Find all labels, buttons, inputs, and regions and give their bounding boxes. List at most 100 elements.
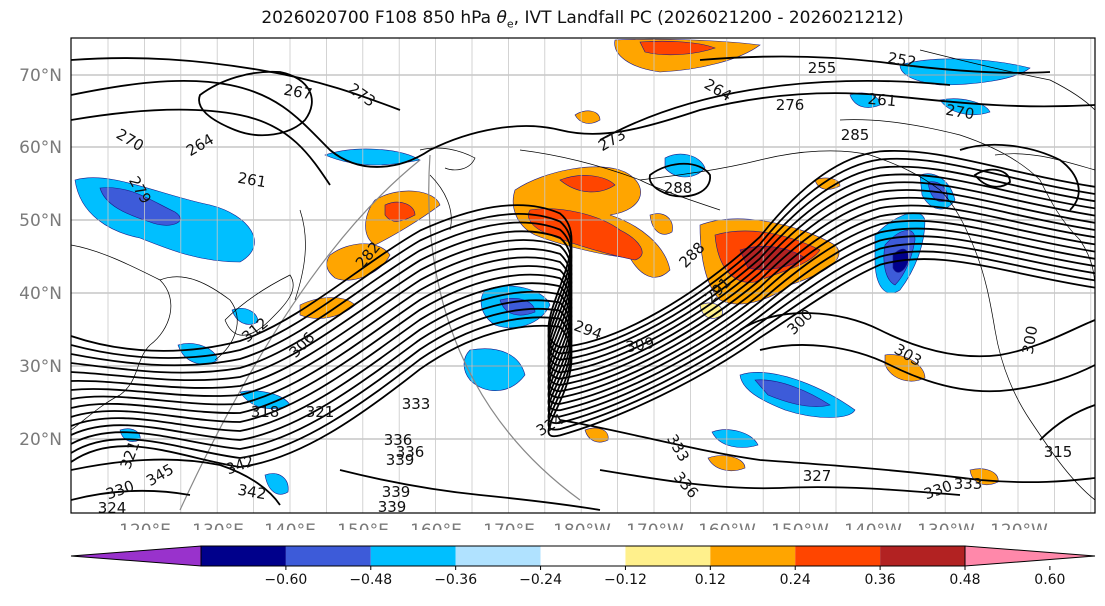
colorbar-tick-label: −0.24 [519,572,562,588]
lon-label: 150°W [771,521,829,530]
domain-outline [179,159,421,511]
coastline [919,49,1095,111]
contour-label-text: 321 [306,403,335,421]
coastlines [71,49,1095,511]
contour-label-text: 324 [98,499,127,517]
theta-e-contour [339,469,601,511]
contour-label-text: 339 [386,451,415,469]
theta-e-contours [71,55,1095,511]
contour-label-text: 342 [236,481,267,504]
contour-label: 270 [944,101,975,124]
lon-label: 140°E [264,521,316,530]
colorbar-max-arrow [964,545,1096,567]
contour-label: 315 [1044,443,1073,461]
title-theta: θ [496,8,507,28]
lon-label: 120°W [990,521,1048,530]
theta-e-contour [71,204,1095,406]
lon-label: 160°E [410,521,462,530]
contour-label: 339 [386,451,415,469]
contour-label-text: 300 [1019,324,1042,355]
latitude-labels: 70°N 60°N 50°N 40°N 30°N 20°N [19,66,62,450]
contour-label-text: 288 [664,179,693,197]
figure-title: 2026020700 F108 850 hPa θe, IVT Landfall… [0,8,1105,30]
colorbar-box [201,546,286,566]
colorbar-box [540,546,626,566]
shaded-region [264,473,289,495]
contour-label: 336 [396,443,425,461]
map-frame [70,37,1096,514]
contour-label-text: 255 [808,59,837,77]
lon-label: 160°W [698,521,756,530]
theta-e-contour [71,212,1095,414]
lat-label: 20°N [19,430,62,450]
contour-label: 252 [886,49,917,72]
contour-label-text: 336 [384,431,413,449]
colorbar-tick-label: 0.24 [780,572,811,588]
theta-e-contour [71,157,1095,359]
lat-label: 60°N [19,138,62,158]
shaded-region [528,208,643,261]
theta-e-contour [559,419,1095,484]
theta-e-contour [71,165,1095,367]
shaded-region [899,58,1031,86]
colorbar-tick-label: 0.48 [949,572,980,588]
contour-label: 309 [624,334,655,357]
lon-label: 140°W [844,521,902,530]
contour-label-text: 327 [803,467,832,485]
theta-e-contour [71,227,1095,432]
contour-label: 276 [776,96,805,114]
theta-e-contour [71,173,1095,374]
lat-label: 40°N [19,284,62,304]
title-suffix: , IVT Landfall PC (2026021200 - 20260212… [513,8,904,28]
contour-label: 267 [282,81,313,104]
title-subscript: e [506,17,514,31]
colorbar-tick-label: −0.12 [604,572,647,588]
colorbar-box [625,546,711,566]
shaded-region [99,187,181,226]
theta-e-contour [71,242,1095,450]
contour-label: 261 [867,90,897,110]
contour-label-text: 261 [867,90,897,110]
theta-e-contour [71,258,1095,468]
lon-label: 150°E [337,521,389,530]
contour-label: 261 [236,169,267,192]
contour-label-text: 339 [382,483,411,501]
theta-e-contour [71,196,1095,397]
theta-e-contour [71,57,401,111]
contour-label-text: 285 [841,126,870,144]
lon-label: 120°E [119,521,171,530]
contour-label: 324 [98,499,127,517]
map-background [71,38,1095,513]
colorbar-tick-label: −0.60 [264,572,307,588]
colorbar-box [710,546,796,566]
colorbar-frame [200,545,966,567]
theta-e-contour [599,79,951,141]
contour-label-text: 309 [624,334,655,357]
contour-label-text: 276 [776,96,805,114]
lat-label: 50°N [19,211,62,231]
coastline [994,153,1095,171]
contour-label-text: 333 [402,395,431,413]
theta-e-contour [71,250,1095,459]
theta-e-contour [973,168,1011,188]
coastline [519,149,721,211]
shaded-region [639,40,716,56]
contour-label: 336 [384,431,413,449]
shaded-region [884,354,926,382]
contour-label-text: 270 [944,101,975,124]
colorbar-box [370,546,456,566]
shaded-region [664,153,706,178]
gridlines [71,38,1095,513]
coastline [224,274,294,336]
coastline [639,150,871,181]
theta-e-contour [71,149,1095,352]
contour-label: 255 [808,59,837,77]
theta-e-contour [71,79,1095,168]
colorbar-ticks: −0.60 −0.48 −0.36 −0.24 −0.12 0.12 0.24 0.36 0.4… [264,566,1065,588]
lon-label: 180°W [553,521,611,530]
longitude-labels: 120°E 130°E 140°E 150°E 160°E 170°E 180°W 170°W… [119,521,1048,530]
theta-e-contour [71,108,331,186]
contour-label: 339 [378,498,407,513]
